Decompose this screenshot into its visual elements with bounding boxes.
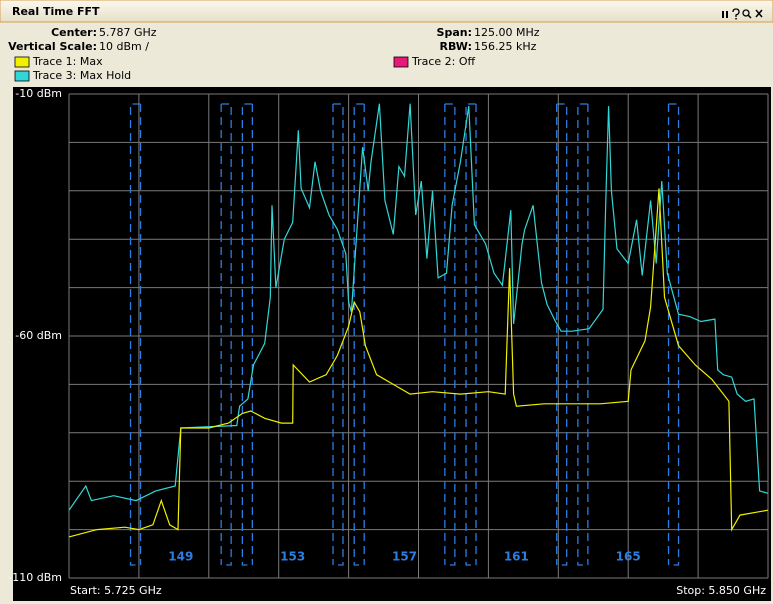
trace — [68, 103, 769, 511]
legend-label: Trace 1: Max — [32, 55, 103, 68]
legend-swatch — [14, 56, 30, 68]
plot-bg — [13, 87, 771, 601]
y-tick-label: -60 dBm — [15, 329, 62, 342]
rbw-value: 156.25 kHz — [474, 40, 537, 53]
channel-label: 153 — [280, 550, 305, 564]
trace — [68, 188, 769, 538]
legend-swatch — [393, 56, 409, 68]
bracket-left — [129, 103, 141, 566]
scale-value: 10 dBm / — [99, 40, 149, 53]
bracket-right — [668, 103, 680, 566]
rbw-label: RBW: — [440, 40, 472, 53]
channel-bracket — [241, 103, 344, 566]
title-bar — [0, 0, 773, 23]
center-value: 5.787 GHz — [99, 26, 157, 39]
span-value: 125.00 MHz — [474, 26, 540, 39]
y-tick-label: -110 dBm — [8, 571, 62, 584]
bracket-right — [556, 103, 568, 566]
stop-label: Stop: 5.850 GHz — [676, 584, 766, 597]
channel-label: 165 — [616, 550, 641, 564]
window-controls[interactable] — [722, 8, 763, 20]
bracket-left — [353, 103, 365, 566]
bracket-left — [465, 103, 477, 566]
bracket-right — [221, 103, 232, 566]
start-label: Start: 5.725 GHz — [70, 584, 162, 597]
channel-label: 157 — [392, 550, 417, 564]
span-label: Span: — [437, 26, 472, 39]
center-label: Center: — [51, 26, 97, 39]
legend-label: Trace 3: Max Hold — [32, 69, 131, 82]
legend-swatch — [14, 70, 30, 82]
channel-label: 149 — [168, 550, 193, 564]
channel-label: 161 — [504, 550, 529, 564]
channel-bracket — [353, 103, 456, 566]
bracket-left — [241, 103, 253, 566]
channel-bracket — [465, 103, 568, 566]
channel-bracket — [577, 103, 680, 566]
bracket-right — [444, 103, 456, 566]
channel-bracket — [129, 103, 232, 566]
bracket-left — [577, 103, 588, 566]
bracket-right — [333, 103, 344, 566]
y-tick-label: -10 dBm — [15, 87, 62, 100]
legend-label: Trace 2: Off — [411, 55, 476, 68]
window-title: Real Time FFT — [12, 5, 100, 18]
scale-label: Vertical Scale: — [8, 40, 97, 53]
